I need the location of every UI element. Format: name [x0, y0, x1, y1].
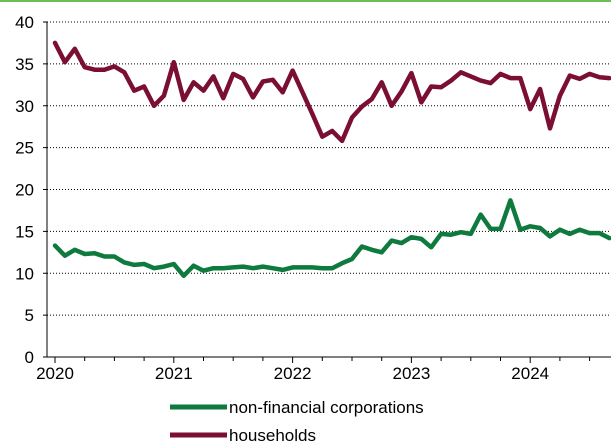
series-lines — [52, 40, 611, 279]
x-tick-label: 2024 — [511, 364, 549, 383]
y-tick-label: 10 — [15, 264, 34, 283]
y-tick-label: 30 — [15, 97, 34, 116]
series-line-households — [52, 40, 611, 144]
x-tick-label: 2020 — [36, 364, 74, 383]
gridlines — [47, 21, 611, 316]
legend-label: non-financial corporations — [229, 398, 424, 417]
y-tick-label: 20 — [15, 181, 34, 200]
y-tick-label: 40 — [15, 13, 34, 32]
series-line-non-financial-corporations — [52, 198, 611, 279]
x-tick-label: 2023 — [392, 364, 430, 383]
x-tick-label: 2021 — [155, 364, 193, 383]
legend: non-financial corporations households — [170, 398, 424, 445]
y-tick-label: 25 — [15, 139, 34, 158]
axes: 0 5 10 15 20 25 30 35 40 2020 2021 2022 2023 2024 — [15, 13, 611, 383]
x-tick-label: 2022 — [274, 364, 312, 383]
y-tick-label: 15 — [15, 222, 34, 241]
y-tick-label: 35 — [15, 55, 34, 74]
y-tick-label: 5 — [25, 306, 34, 325]
y-tick-label: 0 — [25, 348, 34, 367]
legend-label: households — [229, 426, 316, 443]
